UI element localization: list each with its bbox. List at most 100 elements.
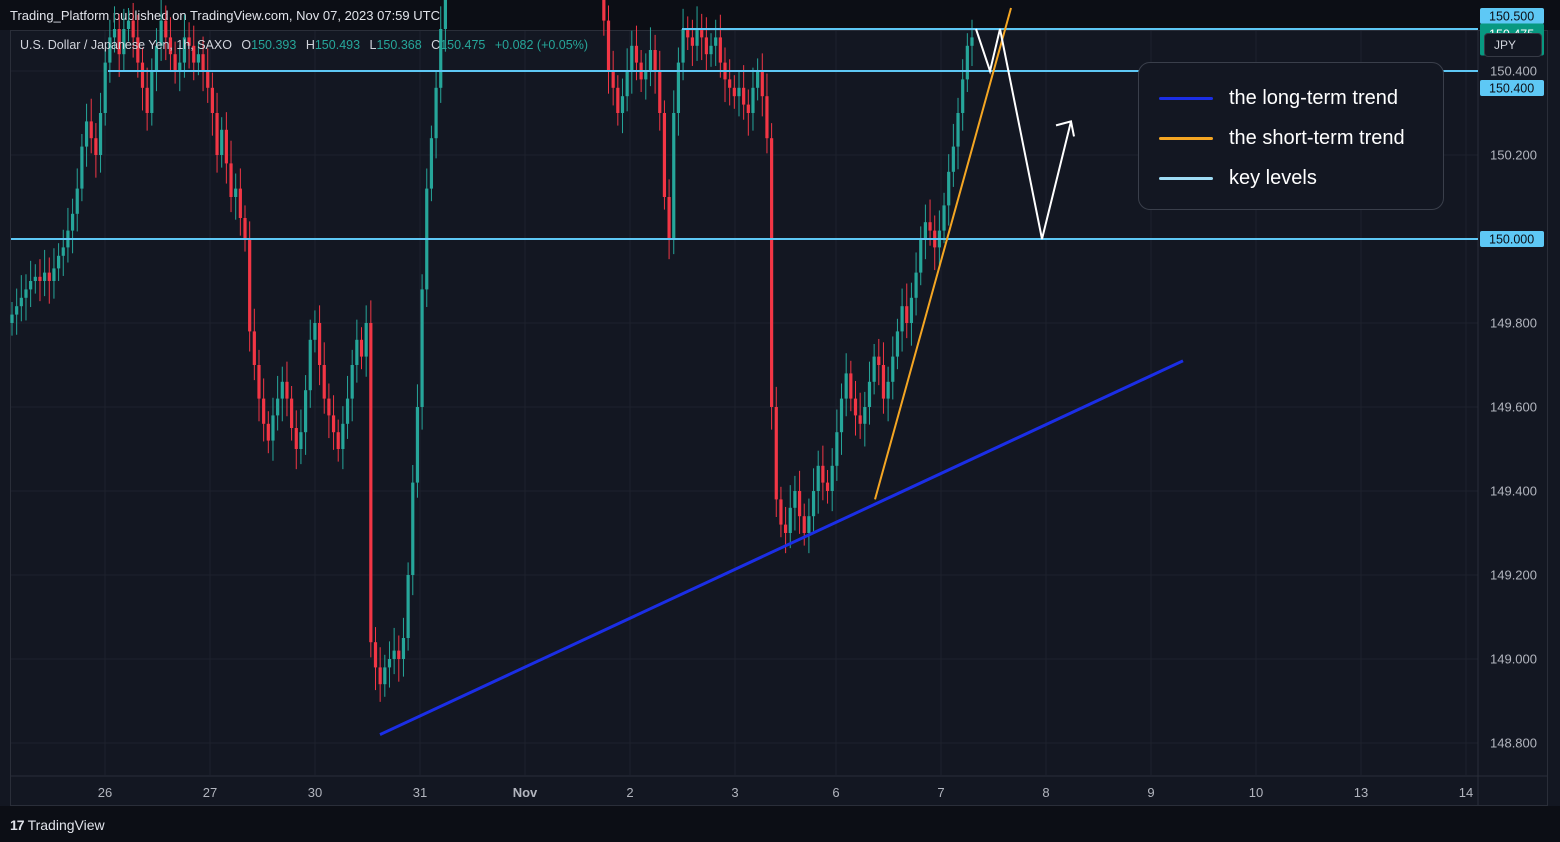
price-axis-label: 150.200: [1490, 148, 1537, 163]
price-tag-150000[interactable]: [1480, 231, 1544, 247]
tradingview-logo[interactable]: 17 TradingView: [10, 817, 105, 833]
candle-body: [61, 247, 65, 256]
close-value: 150.475: [440, 38, 486, 52]
candle-body: [807, 516, 811, 533]
candle-body: [248, 239, 252, 332]
price-axis-label: 149.800: [1490, 316, 1537, 331]
candle-body: [392, 650, 396, 659]
candle-body: [844, 373, 848, 399]
candle-body: [43, 272, 47, 281]
candle-body: [224, 129, 228, 164]
candle-body: [700, 29, 704, 38]
candle-body: [774, 407, 778, 500]
high-label: H: [305, 38, 315, 52]
candle-body: [770, 138, 774, 407]
candle-body: [136, 37, 140, 63]
tradingview-logo-icon: 17: [10, 817, 25, 833]
candle-body: [653, 50, 657, 71]
candle-body: [746, 104, 750, 113]
candle-body: [881, 365, 886, 399]
candle-body: [886, 381, 890, 399]
candle-body: [695, 29, 699, 46]
candle-body: [29, 281, 33, 290]
candle-body: [150, 71, 154, 113]
candle-body: [373, 642, 378, 668]
candle-body: [914, 272, 918, 298]
candle-body: [331, 415, 336, 433]
candle-body: [825, 482, 830, 491]
low-label: L: [369, 38, 377, 52]
price-axis-label: 149.600: [1490, 400, 1537, 415]
candle-body: [676, 62, 681, 113]
long-term-trend-line[interactable]: [379, 359, 1184, 736]
candle-body: [285, 381, 289, 399]
candle-body: [732, 87, 736, 97]
candle-body: [756, 71, 760, 88]
time-axis-label: 10: [1249, 785, 1263, 800]
candle-body: [686, 29, 690, 38]
price-tag-150400[interactable]: [1480, 80, 1544, 96]
candle-body: [667, 197, 671, 239]
candle-body: [429, 138, 434, 189]
candle-body: [439, 29, 443, 88]
candle-body: [742, 87, 746, 105]
time-axis-label: 2: [626, 785, 633, 800]
candle-body: [779, 499, 783, 525]
short-term-trend-line[interactable]: [874, 7, 1012, 500]
candle-body: [849, 373, 853, 399]
symbol-name[interactable]: U.S. Dollar / Japanese Yen, 1h, SAXO: [20, 38, 232, 52]
candle-body: [681, 29, 685, 63]
legend-swatch-short-trend: [1159, 137, 1213, 140]
candle-body: [234, 188, 238, 197]
candle-body: [947, 171, 951, 206]
candle-body: [271, 415, 275, 441]
candle-body: [164, 20, 168, 38]
candle-body: [858, 415, 862, 424]
candle-body: [378, 667, 382, 685]
candle-body: [709, 45, 713, 55]
time-axis-label: 7: [937, 785, 944, 800]
candle-body: [434, 87, 438, 139]
candle-body: [52, 268, 56, 281]
candle-body: [942, 205, 946, 231]
candle-body: [606, 20, 611, 72]
candle-body: [895, 331, 900, 357]
candle-body: [872, 356, 876, 382]
projection-path[interactable]: [975, 28, 1072, 240]
candle-body: [821, 465, 825, 483]
legend-box: the long-term trend the short-term trend…: [1138, 62, 1444, 210]
time-axis-label: 27: [203, 785, 217, 800]
candle-body: [891, 356, 895, 382]
candle-body: [89, 121, 93, 139]
candle-body: [313, 323, 317, 340]
candle-body: [406, 575, 410, 638]
candle-body: [662, 113, 667, 197]
candle-body: [956, 113, 960, 147]
projection-arrow-head: [1055, 120, 1075, 137]
price-tag-150500[interactable]: [1480, 8, 1544, 24]
candle-body: [397, 650, 401, 659]
price-axis-label: 149.000: [1490, 652, 1537, 667]
candle-body: [98, 113, 103, 155]
candle-body: [19, 297, 23, 307]
candle-body: [690, 37, 694, 46]
tradingview-brand: TradingView: [27, 817, 105, 833]
candle-body: [401, 638, 406, 659]
candle-body: [443, 0, 447, 29]
candle-body: [70, 213, 75, 231]
currency-button[interactable]: JPY: [1484, 33, 1542, 57]
published-caption: Trading_Platform published on TradingVie…: [10, 8, 440, 23]
candle-body: [760, 71, 764, 97]
candle-body: [140, 62, 145, 88]
candle-body: [210, 87, 214, 113]
candle-body: [369, 323, 373, 643]
candle-body: [168, 37, 173, 55]
candle-body: [802, 516, 806, 533]
candle-body: [630, 45, 634, 71]
candle-body: [252, 331, 256, 365]
price-tag-label: 150.400: [1489, 82, 1534, 96]
candle-body: [415, 407, 420, 483]
close-label: C: [431, 38, 441, 52]
candle-body: [57, 255, 61, 269]
